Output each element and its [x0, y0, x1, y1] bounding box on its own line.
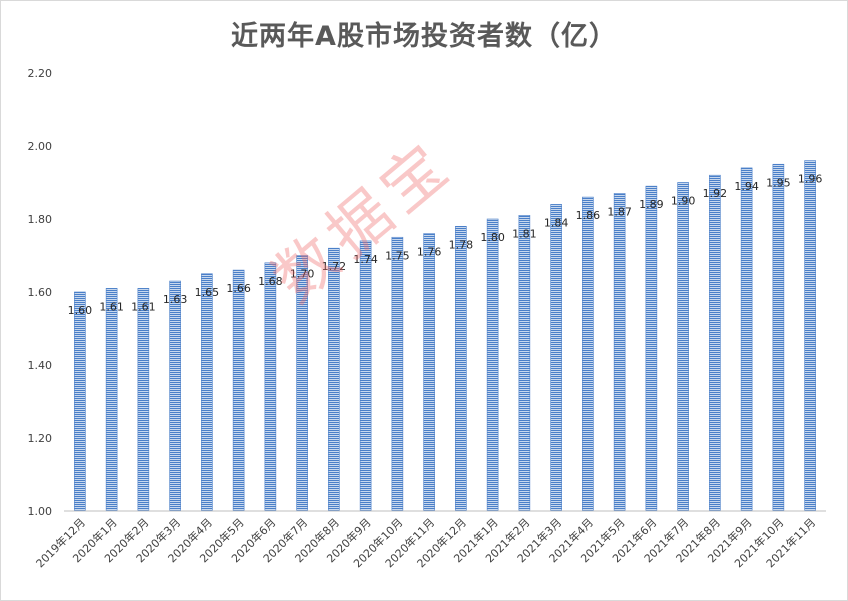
- y-tick-label: 1.20: [28, 432, 53, 445]
- data-label: 1.61: [99, 300, 124, 313]
- data-label: 1.95: [766, 176, 791, 189]
- y-tick-label: 1.60: [28, 286, 53, 299]
- bar: [137, 288, 150, 512]
- data-label: 1.76: [417, 246, 442, 259]
- bar: [391, 236, 404, 512]
- bar: [582, 196, 594, 512]
- bar: [328, 247, 340, 512]
- data-label: 1.70: [290, 268, 315, 281]
- y-tick-label: 1.80: [28, 213, 53, 226]
- data-label: 1.66: [226, 282, 251, 295]
- bar: [550, 204, 562, 512]
- data-label: 1.80: [480, 231, 505, 244]
- data-label: 1.84: [544, 216, 569, 229]
- data-label: 1.87: [607, 205, 632, 218]
- bar: [740, 167, 753, 512]
- data-label: 1.92: [703, 187, 728, 200]
- data-label: 1.96: [798, 173, 823, 186]
- bar: [105, 288, 118, 512]
- bar: [169, 280, 181, 512]
- y-tick-label: 1.00: [28, 505, 53, 518]
- bar: [677, 182, 689, 512]
- bar: [359, 240, 372, 512]
- data-label: 1.94: [734, 180, 759, 193]
- y-tick-label: 2.20: [28, 67, 53, 80]
- data-label: 1.65: [195, 286, 220, 299]
- data-label: 1.75: [385, 249, 410, 262]
- y-tick-label: 2.00: [28, 140, 53, 153]
- bar: [518, 215, 531, 512]
- data-label: 1.86: [576, 209, 601, 222]
- data-label: 1.63: [163, 293, 188, 306]
- x-axis: 2019年12月2020年1月2020年2月2020年3月2020年4月2020…: [33, 510, 826, 570]
- bar: [645, 185, 658, 512]
- data-label: 1.89: [639, 198, 664, 211]
- bar: [804, 160, 816, 512]
- bar: [74, 291, 86, 512]
- data-labels: 1.60 1.61 1.61 1.63 1.65 1.66 1.68 1.70 1.72 1.74…: [68, 173, 823, 317]
- bar: [709, 174, 721, 512]
- data-label: 1.61: [131, 300, 156, 313]
- y-tick-label: 1.40: [28, 359, 53, 372]
- y-axis: 1.00 1.20 1.40 1.60 1.80 2.00 2.20: [28, 67, 53, 518]
- data-label: 1.72: [322, 260, 347, 273]
- data-label: 1.60: [68, 304, 93, 317]
- chart-title: 近两年A股市场投资者数（亿）: [231, 21, 617, 52]
- bar: [772, 163, 785, 512]
- bar: [455, 226, 467, 512]
- data-label: 1.68: [258, 275, 283, 288]
- bar: [232, 269, 245, 512]
- data-label: 1.78: [449, 238, 474, 251]
- data-label: 1.74: [353, 253, 378, 266]
- bar: [486, 218, 499, 512]
- bar: [613, 193, 626, 512]
- bars: [74, 160, 816, 512]
- bar: [423, 233, 435, 512]
- bar: [296, 255, 308, 512]
- bar: [201, 273, 213, 512]
- bar: [264, 262, 277, 512]
- data-label: 1.90: [671, 195, 696, 208]
- data-label: 1.81: [512, 227, 537, 240]
